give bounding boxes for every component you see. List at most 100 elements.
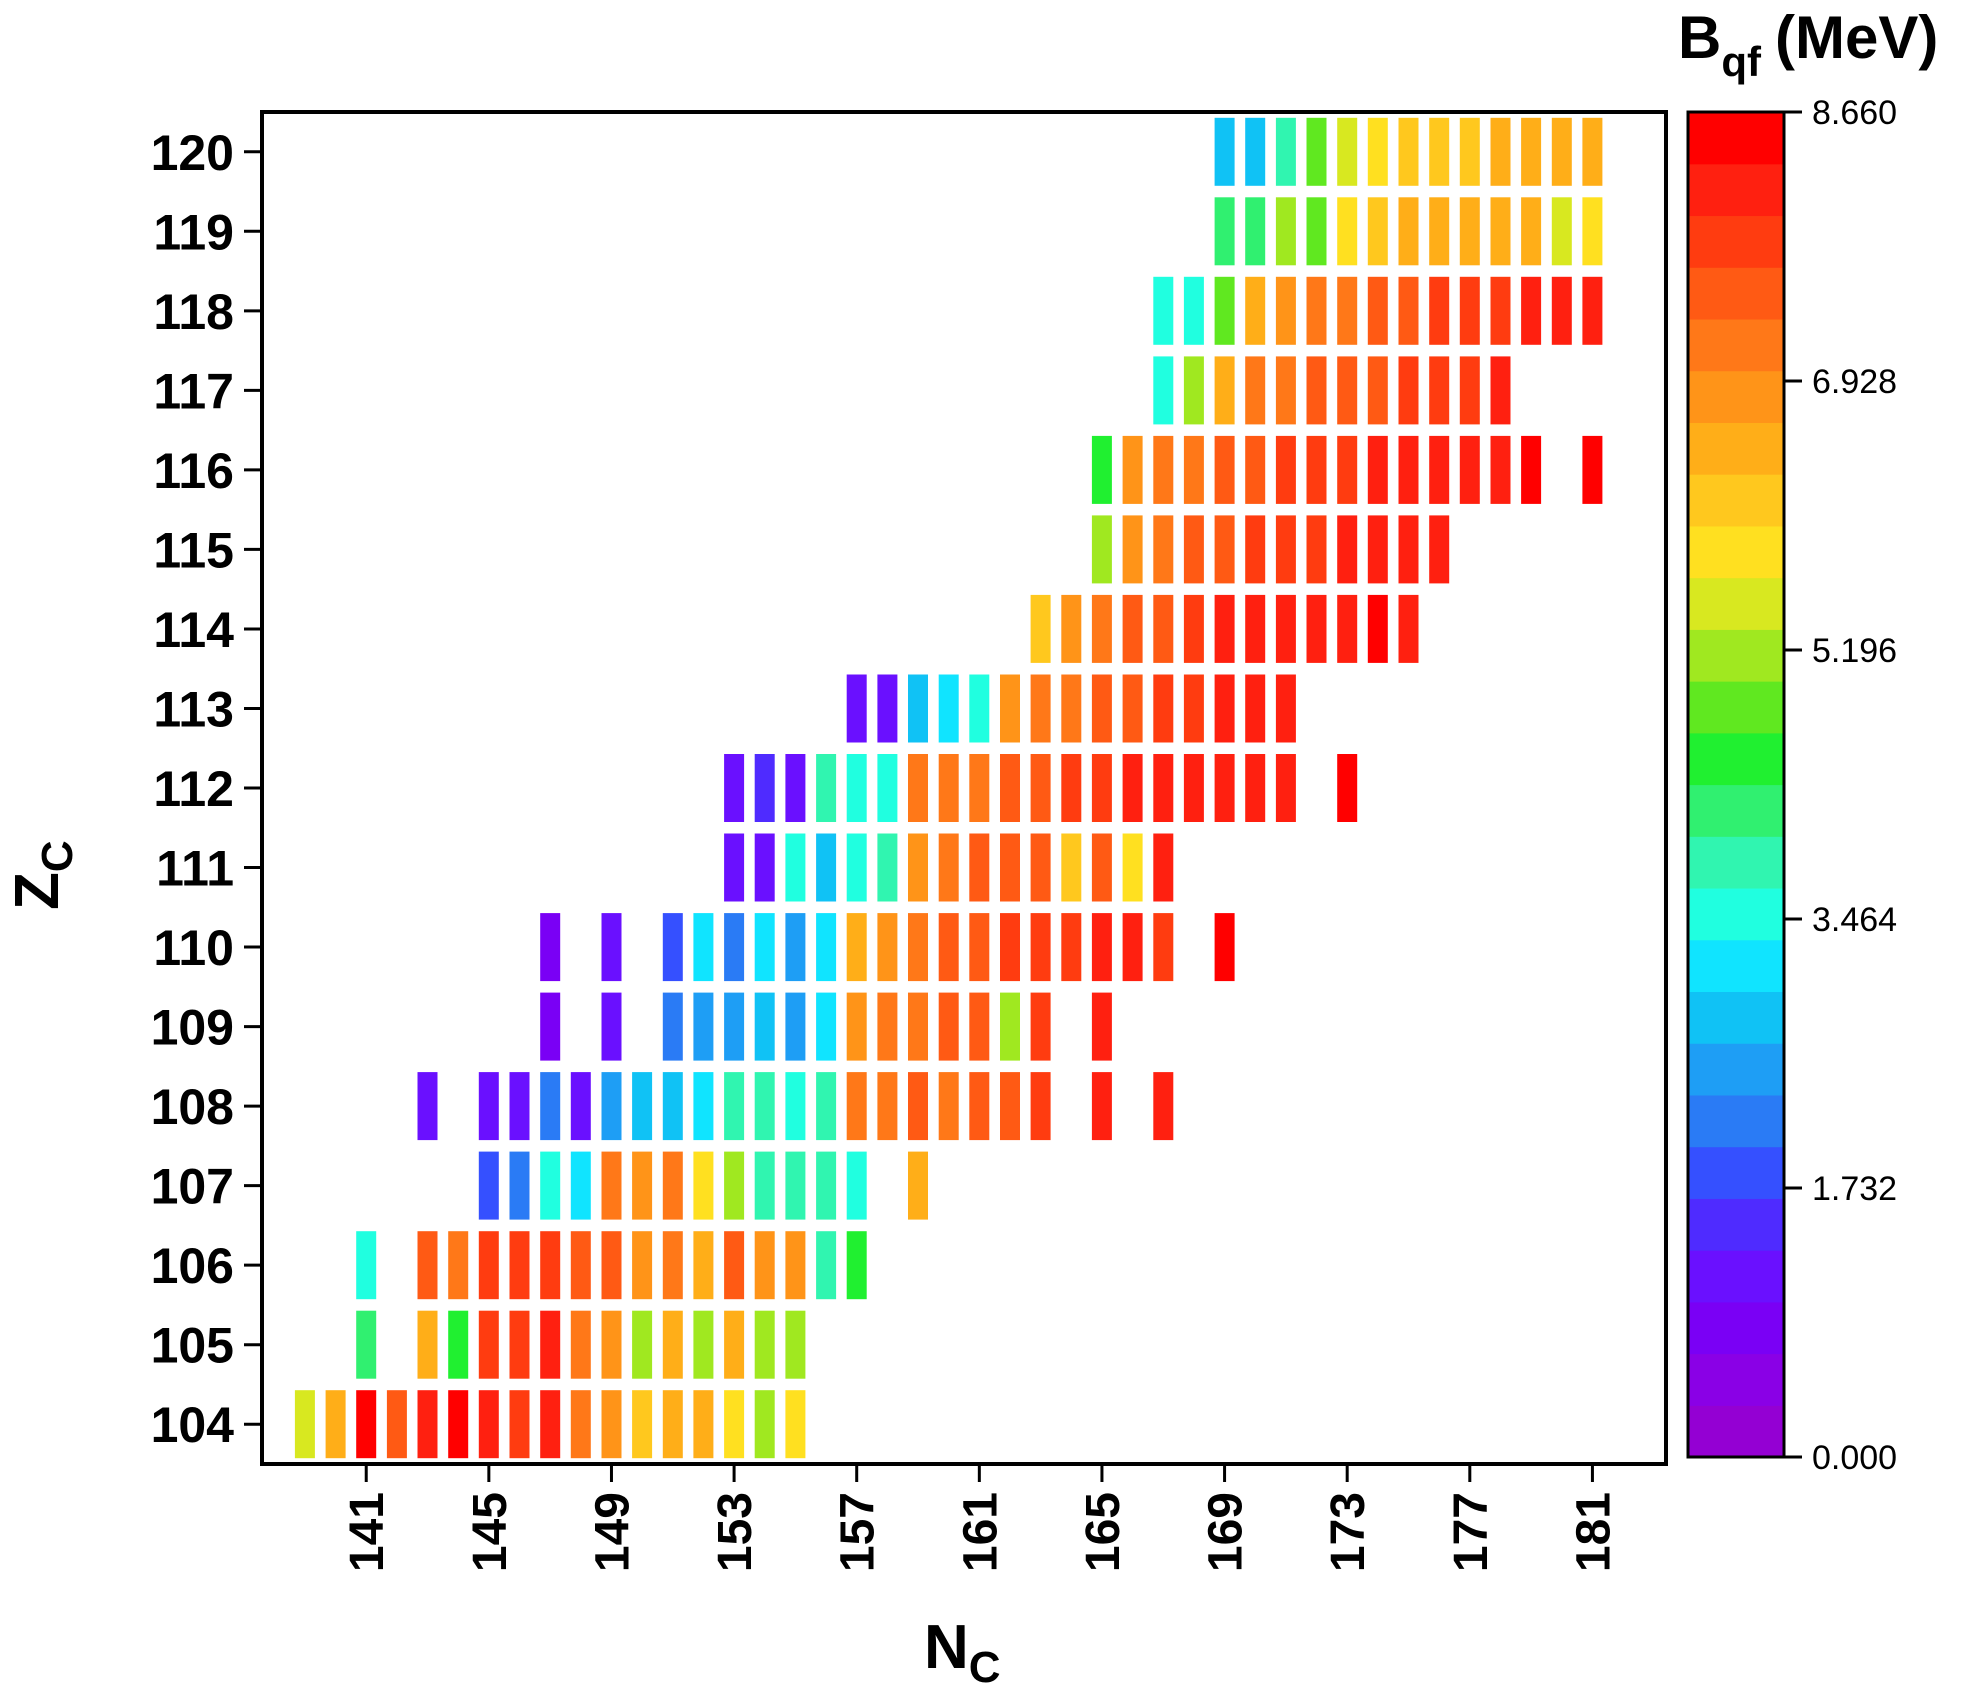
heatmap-cell: [1490, 276, 1511, 345]
x-tick-label: 153: [709, 1492, 762, 1572]
x-tick-label: 141: [341, 1492, 394, 1572]
heatmap-cell: [724, 1072, 745, 1141]
heatmap-cell: [509, 1310, 530, 1379]
y-tick-label: 118: [153, 284, 234, 340]
heatmap-cell: [1275, 754, 1296, 822]
heatmap-cell: [1490, 356, 1511, 425]
heatmap-cell: [754, 833, 775, 902]
heatmap-cell: [1245, 276, 1266, 345]
heatmap-cell: [1551, 117, 1572, 186]
colorbar-swatch: [1688, 836, 1784, 889]
heatmap-cell: [816, 833, 837, 902]
heatmap-cell: [846, 992, 867, 1061]
colorbar-swatch: [1688, 1094, 1784, 1148]
colorbar-swatch: [1688, 422, 1784, 475]
heatmap-cell: [1245, 197, 1266, 266]
heatmap-cell: [846, 1231, 867, 1300]
heatmap-cell: [356, 1390, 377, 1459]
heatmap-cell: [1183, 356, 1204, 425]
heatmap-cell: [1000, 754, 1020, 822]
heatmap-cell: [1000, 992, 1020, 1061]
colorbar-swatch: [1688, 474, 1784, 527]
heatmap-cell: [1582, 435, 1603, 504]
colorbar-frame: [1686, 110, 1786, 1459]
heatmap-cell: [662, 1151, 683, 1220]
heatmap-cell: [1091, 754, 1112, 822]
heatmap-cell: [1030, 754, 1051, 822]
heatmap-cell: [1337, 435, 1358, 504]
heatmap-cell: [1122, 754, 1143, 822]
heatmap-cell: [754, 1310, 775, 1379]
heatmap-cell: [356, 1310, 377, 1379]
heatmap-cell: [785, 1310, 806, 1379]
heatmap-cell: [969, 913, 990, 982]
heatmap-cell: [877, 754, 898, 822]
y-tick-label: 112: [153, 761, 234, 817]
heatmap-cell: [1337, 515, 1358, 584]
heatmap-cell: [294, 1390, 315, 1459]
heatmap-cell: [816, 1151, 837, 1220]
heatmap-cell: [1153, 276, 1174, 345]
heatmap-cell: [1275, 594, 1296, 663]
heatmap-cell: [724, 754, 745, 822]
heatmap-cell: [1000, 674, 1020, 743]
heatmap-cell: [1275, 674, 1296, 743]
heatmap-cell: [1153, 913, 1174, 982]
heatmap-cell: [877, 674, 898, 743]
heatmap-cell: [1061, 754, 1082, 822]
heatmap-cell: [1030, 833, 1051, 902]
heatmap-cell: [1306, 435, 1327, 504]
heatmap-cell: [601, 1151, 622, 1220]
y-tick-label: 111: [156, 841, 234, 897]
heatmap-cell: [816, 992, 837, 1061]
heatmap-cell: [846, 833, 867, 902]
heatmap-cell: [785, 913, 806, 982]
heatmap-cell: [570, 1231, 591, 1300]
heatmap-cell: [1367, 117, 1388, 186]
heatmap-cell: [754, 1231, 775, 1300]
heatmap-cell: [540, 913, 561, 982]
heatmap-cell: [908, 1151, 928, 1220]
x-axis-title: NC: [924, 1613, 1001, 1692]
heatmap-cell: [1245, 594, 1266, 663]
heatmap-cell: [570, 1151, 591, 1220]
colorbar-swatch: [1688, 1250, 1784, 1303]
colorbar-swatch: [1688, 1405, 1784, 1458]
heatmap-cell: [1030, 992, 1051, 1061]
heatmap-cell: [724, 1231, 745, 1300]
heatmap-cell: [724, 1310, 745, 1379]
colorbar-tick-label: 5.196: [1812, 632, 1897, 670]
heatmap-cell: [1122, 515, 1143, 584]
heatmap-cell: [1245, 515, 1266, 584]
heatmap-cell: [693, 1231, 714, 1300]
heatmap-cell: [1183, 594, 1204, 663]
heatmap-cell: [1582, 276, 1603, 345]
heatmap-cell: [938, 1072, 959, 1141]
heatmap-cell: [1214, 276, 1235, 345]
heatmap-cell: [1521, 197, 1542, 266]
heatmap-cell: [1214, 197, 1235, 266]
heatmap-cell: [1398, 276, 1419, 345]
heatmap-cell: [724, 992, 745, 1061]
heatmap-cell: [1367, 276, 1388, 345]
heatmap-cell: [1122, 833, 1143, 902]
heatmap-cell: [1183, 515, 1204, 584]
heatmap-cell: [1030, 674, 1051, 743]
colorbar-swatch: [1688, 370, 1784, 423]
colorbar-swatch: [1688, 577, 1784, 630]
x-axis-ticks: 141 145 149 153 157 161 165 169 173 177 181: [341, 1464, 1620, 1572]
y-tick-label: 107: [151, 1159, 234, 1215]
heatmap-cell: [1153, 435, 1174, 504]
colorbar-title: Bqf (MeV): [1678, 4, 1938, 85]
heatmap-cell: [1122, 435, 1143, 504]
heatmap-cell: [1337, 197, 1358, 266]
heatmap-cell: [632, 1390, 653, 1459]
heatmap-cell: [509, 1231, 530, 1300]
heatmap-cell: [908, 1072, 928, 1141]
heatmap-cell: [356, 1231, 377, 1300]
heatmap-cell: [1367, 197, 1388, 266]
heatmap-cell: [1429, 435, 1450, 504]
heatmap-cell: [1214, 594, 1235, 663]
heatmap-cell: [693, 1310, 714, 1379]
